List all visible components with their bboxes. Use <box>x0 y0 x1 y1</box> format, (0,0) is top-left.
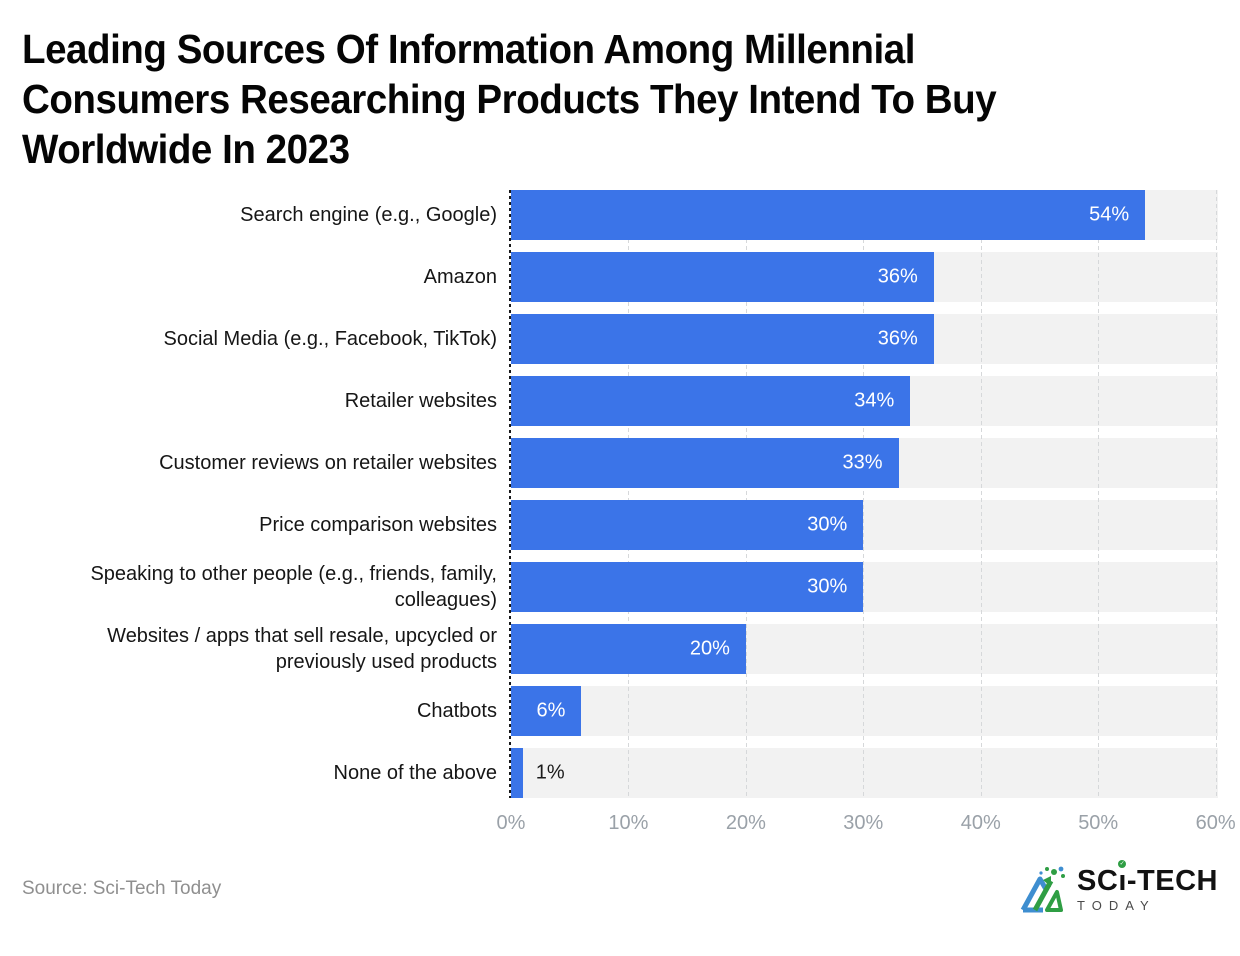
bar-track: 6% <box>511 686 1218 736</box>
value-label: 34% <box>854 389 895 412</box>
source-text: Source: Sci-Tech Today <box>22 878 222 899</box>
bar-row: None of the above 1% <box>22 748 1218 798</box>
bar: 36% <box>511 314 934 364</box>
bar-rows: Search engine (e.g., Google) 54% Amazon 36%… <box>22 190 1218 798</box>
bar-row: Amazon 36% <box>22 252 1218 302</box>
x-axis-tick: 20% <box>725 812 766 834</box>
value-label: 36% <box>877 265 918 288</box>
logo-wordmark: SCı ✓ -TECH <box>1077 859 1218 897</box>
bar-track: 36% <box>511 252 1218 302</box>
logo-text: SCı ✓ -TECH TODAY <box>1077 859 1218 913</box>
bar-track: 1% <box>511 748 1218 798</box>
bar-row: Speaking to other people (e.g., friends,… <box>22 562 1218 612</box>
bar: 30% <box>511 562 864 612</box>
bar-row: Customer reviews on retailer websites 33% <box>22 438 1218 488</box>
x-axis-tick: 30% <box>843 812 884 834</box>
bar-row: Search engine (e.g., Google) 54% <box>22 190 1218 240</box>
x-axis-tick: 0% <box>496 812 526 834</box>
footer: Source: Sci-Tech Today SCı ✓ -TECH TODAY <box>22 859 1218 914</box>
title-line-1: Leading Sources Of Information Among Mil… <box>22 26 915 72</box>
logo-mountain-icon <box>1020 866 1066 913</box>
logo-subtext: TODAY <box>1077 897 1156 913</box>
category-label: Search engine (e.g., Google) <box>240 204 497 226</box>
bar-track: 54% <box>511 190 1218 240</box>
category-label: Price comparison websites <box>259 514 497 536</box>
bar-track-background <box>511 686 1218 736</box>
category-label: None of the above <box>333 762 497 784</box>
title-line-3: Worldwide In 2023 <box>22 126 350 172</box>
title-line-2: Consumers Researching Products They Inte… <box>22 76 997 122</box>
category-label: Social Media (e.g., Facebook, TikTok) <box>163 328 497 350</box>
page-title: Leading Sources Of Information Among Mil… <box>22 24 1218 176</box>
bar: 36% <box>511 252 934 302</box>
bar-track: 30% <box>511 562 1218 612</box>
bar: 6% <box>511 686 582 736</box>
value-label: 1% <box>535 761 565 784</box>
scitech-logo: SCı ✓ -TECH TODAY <box>1013 859 1218 914</box>
x-axis: 0% 10% 20% 30% 40% 50% 60% <box>497 798 1236 846</box>
bar-chart: Search engine (e.g., Google) 54% Amazon 36%… <box>22 190 1236 846</box>
category-label: Retailer websites <box>344 390 497 412</box>
x-axis-tick: 10% <box>608 812 649 834</box>
bar: 34% <box>511 376 911 426</box>
value-label: 33% <box>842 451 883 474</box>
category-label: Customer reviews on retailer websites <box>159 452 497 474</box>
bar: 30% <box>511 500 864 550</box>
bar-track: 33% <box>511 438 1218 488</box>
x-axis-tick: 40% <box>960 812 1001 834</box>
category-label: Speaking to other people (e.g., friends,… <box>90 563 497 611</box>
bar-row: Social Media (e.g., Facebook, TikTok) 36% <box>22 314 1218 364</box>
value-label: 36% <box>877 327 918 350</box>
bar-row: Chatbots 6% <box>22 686 1218 736</box>
bar-track: 36% <box>511 314 1218 364</box>
bar-track: 30% <box>511 500 1218 550</box>
value-label: 30% <box>807 575 848 598</box>
bar: 54% <box>511 190 1146 240</box>
value-label: 20% <box>689 637 730 660</box>
bar-track: 34% <box>511 376 1218 426</box>
x-axis-tick: 50% <box>1078 812 1119 834</box>
bar: 1% <box>511 748 565 798</box>
value-label: 54% <box>1089 203 1130 226</box>
category-label: Amazon <box>423 266 497 288</box>
category-label: Websites / apps that sell resale, upcycl… <box>107 625 497 673</box>
bar-row: Websites / apps that sell resale, upcycl… <box>22 624 1218 674</box>
value-label: 6% <box>536 699 566 722</box>
bar: 33% <box>511 438 899 488</box>
bar-track: 20% <box>511 624 1218 674</box>
x-axis-tick: 60% <box>1195 812 1236 834</box>
value-label: 30% <box>807 513 848 536</box>
bar-row: Retailer websites 34% <box>22 376 1218 426</box>
category-label: Chatbots <box>416 700 497 722</box>
bar-row: Price comparison websites 30% <box>22 500 1218 550</box>
bar: 20% <box>511 624 746 674</box>
logo-check-icon: ✓ <box>1118 859 1127 868</box>
bar-track-background <box>511 748 1218 798</box>
